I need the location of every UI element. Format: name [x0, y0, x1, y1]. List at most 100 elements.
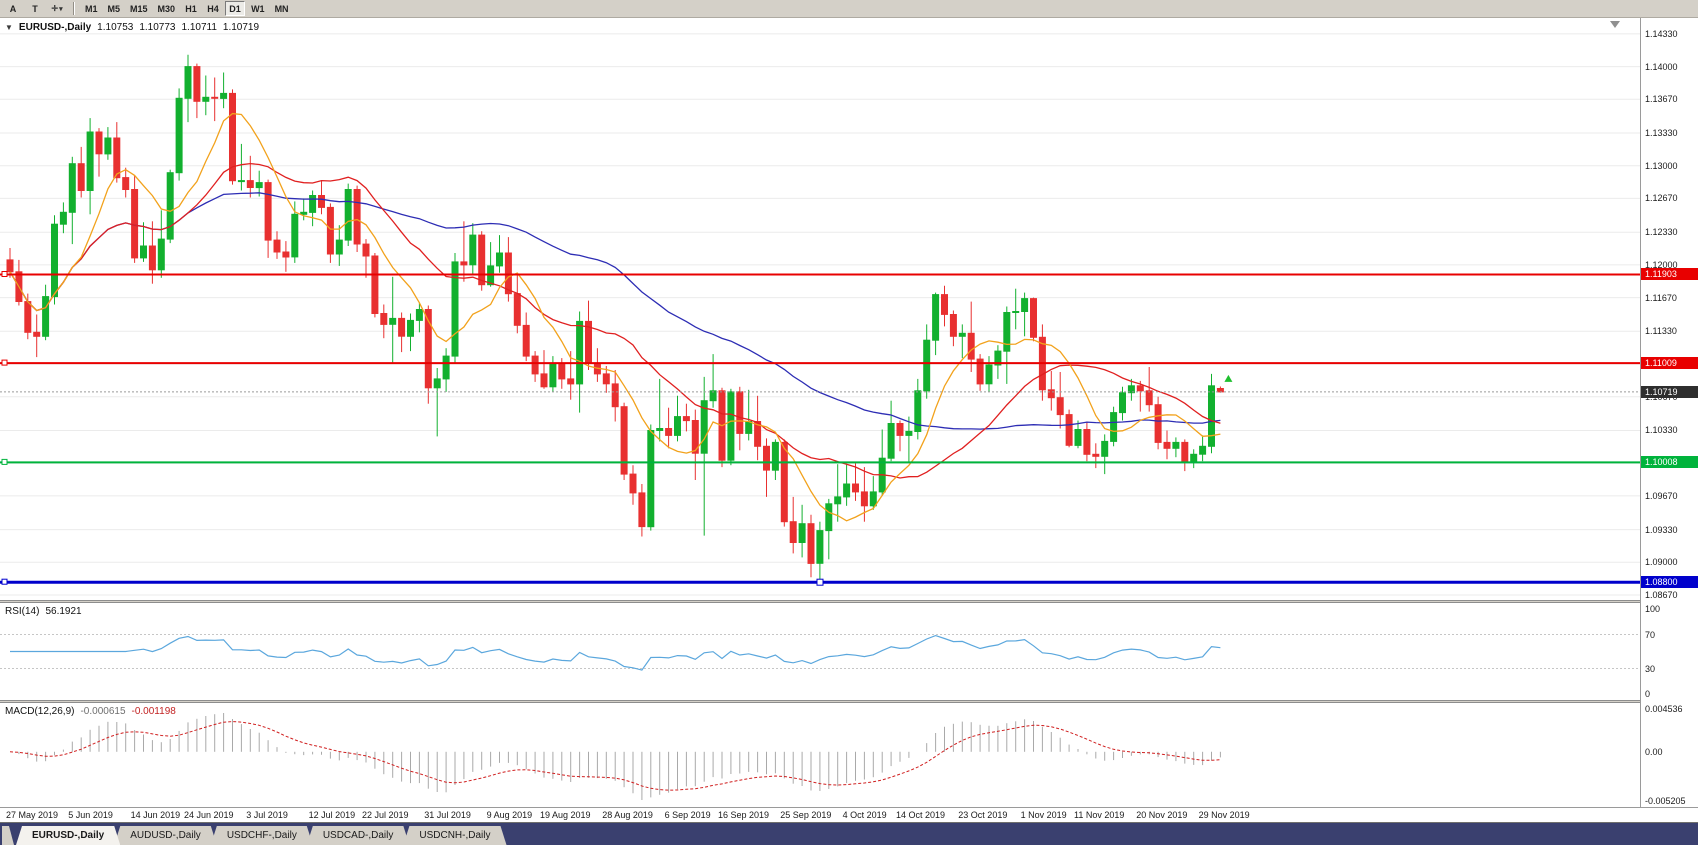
- macd-signal-value: -0.001198: [131, 706, 176, 717]
- current-price-label: 1.10719: [1641, 385, 1698, 398]
- hline-price-label: 1.11903: [1641, 268, 1698, 281]
- rsi-level-label: 30: [1645, 663, 1656, 674]
- price-tick: 1.14000: [1645, 61, 1678, 72]
- toolbar: A T ✛ ▾ M1 M5 M15 M30 H1 H4 D1 W1 MN: [0, 0, 1698, 18]
- macd-signal-line: [9, 721, 1221, 791]
- rsi-name: RSI(14): [5, 606, 40, 617]
- date-label: 3 Jul 2019: [246, 810, 288, 820]
- arrow-tool-button[interactable]: A: [3, 1, 23, 16]
- date-label: 9 Aug 2019: [486, 810, 533, 820]
- timeframe-button-m5[interactable]: M5: [103, 1, 125, 16]
- macd-level-label: -0.005205: [1645, 796, 1686, 806]
- date-label: 6 Sep 2019: [664, 810, 711, 820]
- price-tick: 1.09000: [1645, 557, 1678, 568]
- chart-symbol-label: EURUSD-,Daily: [18, 22, 92, 33]
- date-label: 14 Jun 2019: [130, 810, 181, 820]
- price-tick: 1.13670: [1645, 94, 1678, 105]
- rsi-indicator-label: RSI(14) 56.1921: [5, 606, 82, 617]
- date-label: 16 Sep 2019: [718, 810, 770, 820]
- price-tick: 1.08670: [1645, 590, 1678, 601]
- date-label: 4 Oct 2019: [842, 810, 887, 820]
- timeframe-button-h4[interactable]: H4: [203, 1, 224, 16]
- price-tick: 1.09670: [1645, 490, 1678, 501]
- timeframe-button-w1[interactable]: W1: [247, 1, 269, 16]
- date-label: 1 Nov 2019: [1020, 810, 1067, 820]
- rsi-line: [10, 634, 1221, 671]
- macd-indicator-label: MACD(12,26,9) -0.000615 -0.001198: [5, 706, 176, 717]
- date-label: 31 Jul 2019: [424, 810, 471, 820]
- date-label: 23 Oct 2019: [958, 810, 1008, 820]
- timeframe-button-d1[interactable]: D1: [225, 1, 246, 16]
- ma-fast: [9, 112, 1221, 522]
- toolbar-separator: [73, 2, 75, 15]
- price-tick: 1.09330: [1645, 524, 1678, 535]
- tab-usdcad-daily[interactable]: USDCAD-,Daily: [307, 826, 410, 845]
- panel-splitter[interactable]: [0, 600, 1698, 603]
- price-marker: [1224, 374, 1233, 382]
- date-label: 14 Oct 2019: [896, 810, 946, 820]
- rsi-canvas[interactable]: [0, 603, 1640, 700]
- timeframe-button-m1[interactable]: M1: [81, 1, 102, 16]
- value-axis[interactable]: 1.14330 1.14000 1.13670 1.13330 1.13000 1.126…: [1640, 18, 1698, 807]
- price-chart-canvas[interactable]: [0, 18, 1640, 600]
- hline-price-label: 1.10008: [1641, 456, 1698, 469]
- tab-label: USDCAD-,Daily: [322, 830, 394, 841]
- macd-level-label: 0.00: [1645, 746, 1663, 757]
- date-label: 25 Sep 2019: [780, 810, 832, 820]
- ma-slow: [9, 192, 1221, 430]
- text-tool-button[interactable]: T: [25, 1, 45, 16]
- price-tick: 1.12670: [1645, 193, 1678, 204]
- tab-usdchf-daily[interactable]: USDCHF-,Daily: [211, 826, 313, 845]
- date-label: 24 Jun 2019: [184, 810, 234, 820]
- rsi-value: 56.1921: [45, 606, 82, 617]
- tab-bar-spacer: [2, 826, 14, 845]
- rsi-level-label: 100: [1645, 604, 1661, 614]
- macd-level-label: 0.004536: [1645, 704, 1683, 714]
- time-axis[interactable]: 27 May 2019 5 Jun 2019 14 Jun 2019 24 Jun 2…: [0, 807, 1698, 822]
- ohlc-open: 1.10753: [97, 22, 134, 33]
- date-label: 12 Jul 2019: [308, 810, 356, 820]
- date-label: 19 Aug 2019: [540, 810, 591, 820]
- date-label: 27 May 2019: [6, 810, 59, 820]
- price-tick: 1.12330: [1645, 227, 1678, 238]
- ohlc-high: 1.10773: [139, 22, 176, 33]
- hline-price-label: 1.08800: [1641, 576, 1698, 589]
- one-click-trading-arrow[interactable]: ▼: [5, 23, 13, 32]
- date-label: 28 Aug 2019: [602, 810, 653, 820]
- tab-label: USDCHF-,Daily: [226, 830, 297, 841]
- rsi-level-label: 70: [1645, 629, 1656, 640]
- macd-indicator-panel[interactable]: [0, 703, 1640, 807]
- price-tick: 1.14330: [1645, 28, 1678, 39]
- ma-mid: [9, 162, 1221, 479]
- macd-name: MACD(12,26,9): [5, 706, 75, 717]
- chart-title: ▼ EURUSD-,Daily 1.10753 1.10773 1.10711 …: [5, 22, 259, 33]
- timeframe-button-m30[interactable]: M30: [153, 1, 180, 16]
- tab-eurusd-daily[interactable]: EURUSD-,Daily: [16, 826, 120, 845]
- tab-label: AUDUSD-,Daily: [130, 830, 201, 841]
- tab-audusd-daily[interactable]: AUDUSD-,Daily: [114, 826, 217, 845]
- panel-splitter[interactable]: [0, 700, 1698, 703]
- price-chart-panel[interactable]: [0, 18, 1640, 600]
- timeframe-button-m15[interactable]: M15: [126, 1, 152, 16]
- macd-canvas[interactable]: [0, 703, 1640, 807]
- price-tick: 1.13000: [1645, 160, 1678, 171]
- tab-label: EURUSD-,Daily: [32, 830, 105, 841]
- date-label: 22 Jul 2019: [362, 810, 409, 820]
- rsi-indicator-panel[interactable]: [0, 603, 1640, 700]
- ohlc-close: 1.10719: [222, 22, 260, 33]
- date-label: 5 Jun 2019: [68, 810, 113, 820]
- date-label: 20 Nov 2019: [1136, 810, 1188, 820]
- shapes-icon: ✛: [51, 4, 59, 13]
- date-label: 29 Nov 2019: [1198, 810, 1250, 820]
- price-tick: 1.11670: [1645, 292, 1677, 303]
- draw-tools-button[interactable]: ✛ ▾: [47, 1, 67, 16]
- timeframe-button-mn[interactable]: MN: [270, 1, 293, 16]
- chart-tabs-bar: EURUSD-,Daily AUDUSD-,Daily USDCHF-,Dail…: [0, 822, 1698, 845]
- chart-shift-marker: [1610, 21, 1620, 28]
- price-tick: 1.10330: [1645, 425, 1678, 436]
- hline-price-label: 1.11009: [1641, 357, 1698, 370]
- tab-label: USDCNH-,Daily: [419, 830, 491, 841]
- timeframe-button-h1[interactable]: H1: [181, 1, 202, 16]
- price-tick: 1.12000: [1645, 259, 1678, 270]
- tab-usdcnh-daily[interactable]: USDCNH-,Daily: [403, 826, 506, 845]
